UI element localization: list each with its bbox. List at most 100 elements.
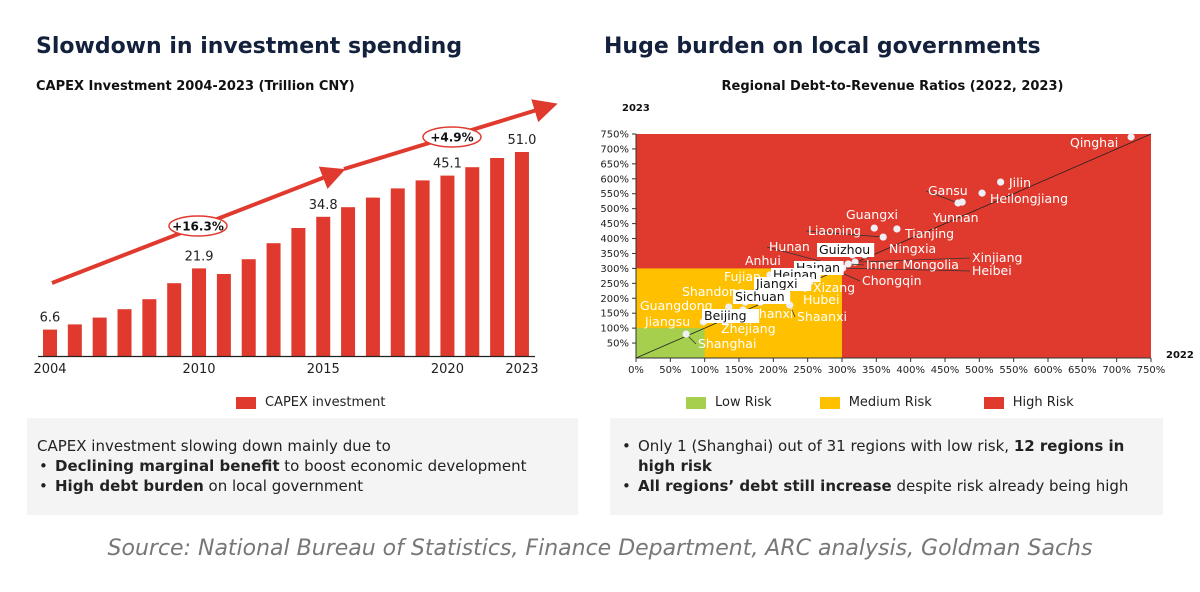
left-bullet-2: High debt burden on local government (39, 476, 568, 496)
y-tick-label: 150% (600, 309, 629, 320)
bar-chart-title: CAPEX Investment 2004-2023 (Trillion CNY… (36, 79, 355, 94)
y-tick-label: 50% (607, 339, 629, 350)
x-tick-label: 0% (628, 365, 644, 376)
y-tick-label: 200% (600, 294, 629, 305)
label-jiangsu: Jiangsu (644, 314, 690, 329)
x-tick-label: 400% (896, 365, 925, 376)
x-tick-2023: 2023 (505, 362, 538, 377)
label-shanxi: Shanxi (751, 306, 793, 321)
label-anhui: Anhui (745, 253, 781, 268)
bar-2010 (192, 268, 207, 356)
label-heibei: Heibei (972, 263, 1012, 278)
bar-2004 (43, 329, 57, 356)
point-heilongjiang (978, 189, 986, 197)
label-shaanxi: Shaanxi (797, 309, 847, 324)
cagr-2004-2015-label: +16.3% (172, 220, 224, 234)
x-tick-label: 250% (793, 365, 822, 376)
x-tick-2015: 2015 (307, 362, 340, 377)
y-tick-label: 350% (600, 249, 629, 260)
x-tick-label: 150% (725, 365, 754, 376)
label-ningxia: Ningxia (889, 241, 936, 256)
leader-line-liaoning (805, 230, 884, 238)
label-gansu: Gansu (928, 183, 968, 198)
label-hubei: Hubei (803, 292, 839, 307)
point-liaoning (879, 233, 887, 241)
left-title: Slowdown in investment spending (36, 34, 463, 59)
x-tick-label: 600% (1034, 365, 1063, 376)
point-yunnan (958, 198, 966, 206)
legend-swatch-low (686, 396, 706, 409)
bar-2009 (167, 283, 182, 356)
label-sichuan: Sichuan (735, 289, 785, 304)
bar-2019 (415, 180, 430, 356)
bar-2018 (390, 188, 405, 356)
bar-2011 (216, 274, 231, 356)
legend-swatch-medium (819, 396, 840, 409)
label-qinghai: Qinghai (1070, 135, 1118, 150)
data-label-2010: 21.9 (185, 249, 214, 264)
x-tick-2004: 2004 (33, 362, 66, 377)
bar-2020 (440, 175, 455, 356)
label-heilongjiang: Heilongjiang (990, 191, 1068, 206)
point-shanghai (682, 330, 690, 338)
y-tick-label: 400% (600, 234, 629, 245)
y-tick-label: 250% (600, 279, 629, 290)
label-hunan: Hunan (769, 239, 810, 254)
data-label-2020: 45.1 (433, 157, 462, 172)
x-tick-label: 700% (1102, 365, 1131, 376)
scatter-legend: Low Risk Medium Risk High Risk (686, 395, 1074, 410)
y-tick-label: 300% (600, 264, 629, 275)
y-tick-label: 100% (600, 324, 629, 335)
point-tianjing (893, 225, 901, 233)
label-jiangxi: Jiangxi (755, 276, 798, 291)
point-inner-mongolia (844, 260, 852, 268)
right-bullet-2: All regions’ debt still increase despite… (622, 476, 1153, 496)
y-tick-label: 750% (600, 130, 629, 141)
label-guangxi: Guangxi (846, 207, 898, 222)
y-tick-label: 500% (600, 204, 629, 215)
label-box-sichuan (733, 290, 791, 304)
label-jilin: Jilin (1008, 175, 1031, 190)
x-tick-label: 650% (1068, 365, 1097, 376)
legend-swatch-capex (236, 396, 256, 409)
x-tick-label: 50% (659, 365, 681, 376)
legend-swatch-high (983, 396, 1004, 409)
y-tick-label: 700% (600, 144, 629, 155)
point-guangdong (725, 303, 733, 311)
label-box-jiangxi (754, 277, 812, 291)
point-jilin (997, 178, 1005, 186)
cagr-2004-2015-ellipse (168, 215, 228, 237)
label-liaoning: Liaoning (808, 223, 861, 238)
bar-legend: CAPEX investment (236, 395, 385, 410)
legend-label-high: High Risk (1012, 395, 1074, 410)
x-tick-label: 200% (759, 365, 788, 376)
x-tick-label: 450% (931, 365, 960, 376)
bar-2015 (316, 216, 331, 356)
y-tick-label: 550% (600, 189, 629, 200)
bar-2016 (341, 207, 356, 356)
label-yunnan: Yunnan (932, 210, 979, 225)
data-label-2004: 6.6 (40, 311, 61, 326)
label-shanghai: Shanghai (698, 336, 756, 351)
x-axis-label: 2022 (1166, 350, 1194, 361)
scatter-chart: 0% 50% 100% 150% 200% 250% 300% 350% 400% 450% 500… (600, 103, 1193, 376)
label-inner-mongolia: Inner Mongolia (866, 257, 959, 272)
y-axis-label: 2023 (622, 103, 650, 114)
label-beijing: Beijing (704, 308, 747, 323)
right-bullet-1: Only 1 (Shanghai) out of 31 regions with… (622, 436, 1153, 476)
legend-label-low: Low Risk (715, 395, 772, 410)
source-note: Source: National Bureau of Statistics, F… (107, 536, 1093, 561)
label-shandong: Shandong (682, 284, 745, 299)
x-tick-label: 300% (828, 365, 857, 376)
x-tick-label: 100% (690, 365, 719, 376)
x-tick-label: 500% (965, 365, 994, 376)
point-guangxi (870, 224, 878, 232)
bar-2021 (465, 167, 480, 356)
bar-2012 (241, 259, 256, 356)
bar-2013 (266, 243, 281, 356)
bar-2022 (490, 158, 505, 356)
bar-2005 (67, 324, 82, 356)
right-summary-box: Only 1 (Shanghai) out of 31 regions with… (610, 418, 1163, 515)
